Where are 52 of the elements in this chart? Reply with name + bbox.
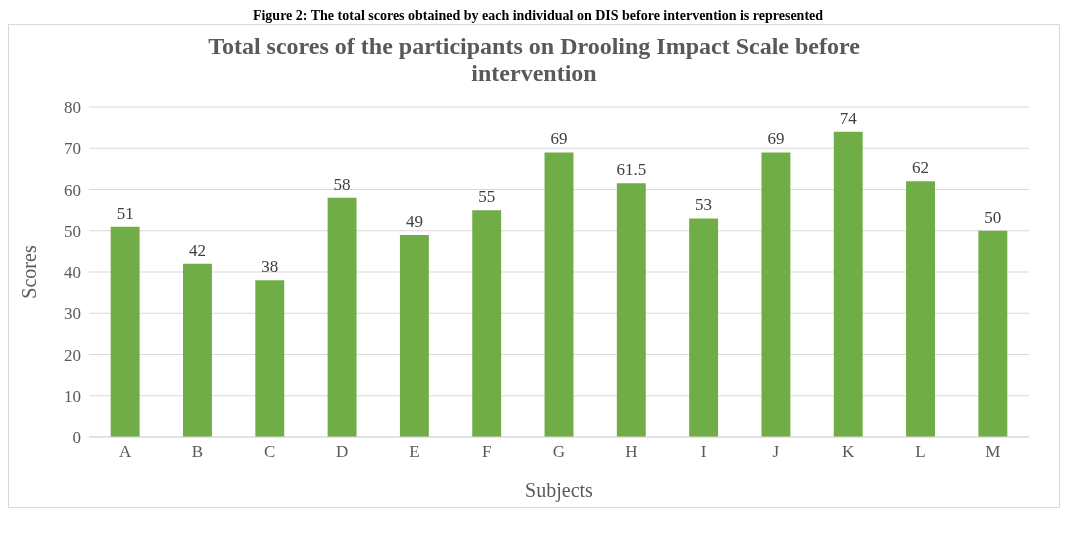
y-tick-label: 70 xyxy=(64,139,81,159)
x-tick-label: E xyxy=(409,442,420,462)
caption: Figure 2: The total scores obtained by each individual on DIS before intervention is represented xyxy=(251,8,825,24)
data-label: 53 xyxy=(695,195,713,215)
x-tick-label: B xyxy=(191,442,204,462)
data-label: 69 xyxy=(550,129,568,149)
x-tick-label: H xyxy=(625,442,638,462)
bar xyxy=(472,210,502,437)
x-tick-label: L xyxy=(915,442,926,462)
bar xyxy=(906,181,935,437)
x-tick-label: M xyxy=(985,442,1001,462)
data-label: 51 xyxy=(116,203,134,223)
y-tick-label: 20 xyxy=(64,345,81,365)
bar xyxy=(689,218,719,437)
x-tick-label: D xyxy=(335,442,349,462)
chart-title: Total scores of the participants on Drooling Impact Scale before intervention xyxy=(207,32,861,87)
x-tick-label: K xyxy=(842,442,856,462)
y-tick-label: 30 xyxy=(64,304,81,324)
data-label: 69 xyxy=(767,129,785,149)
data-label: 61.5 xyxy=(616,160,647,180)
bar xyxy=(544,152,574,437)
y-tick-label: 40 xyxy=(64,263,81,283)
bar xyxy=(255,280,285,437)
data-label: 62 xyxy=(912,158,930,178)
data-label: 50 xyxy=(984,207,1002,227)
y-tick-label: 80 xyxy=(64,98,81,118)
bar xyxy=(833,131,863,437)
y-tick-label: 0 xyxy=(72,428,81,448)
x-tick-label: I xyxy=(700,442,707,462)
data-label: 42 xyxy=(188,240,206,260)
data-label: 55 xyxy=(478,187,496,207)
bar xyxy=(616,183,646,437)
x-tick-label: F xyxy=(481,442,492,462)
data-label: 74 xyxy=(839,108,858,128)
data-label: 49 xyxy=(405,211,423,231)
bar xyxy=(110,226,140,437)
x-tick-label: J xyxy=(772,442,780,462)
data-label: 58 xyxy=(333,174,351,194)
y-tick-label: 50 xyxy=(64,221,81,241)
y-tick-label: 10 xyxy=(64,386,81,406)
data-label: 38 xyxy=(261,257,279,277)
y-axis-title: Scores xyxy=(18,245,41,299)
x-tick-label: C xyxy=(264,442,276,462)
bar xyxy=(761,152,791,437)
x-axis-title: Subjects xyxy=(525,479,594,502)
x-tick-label: G xyxy=(552,442,566,462)
bar xyxy=(327,197,357,437)
x-tick-label: A xyxy=(119,442,133,462)
bar xyxy=(183,263,212,437)
y-tick-label: 60 xyxy=(64,180,81,200)
bar xyxy=(399,234,429,437)
bar xyxy=(978,230,1008,437)
